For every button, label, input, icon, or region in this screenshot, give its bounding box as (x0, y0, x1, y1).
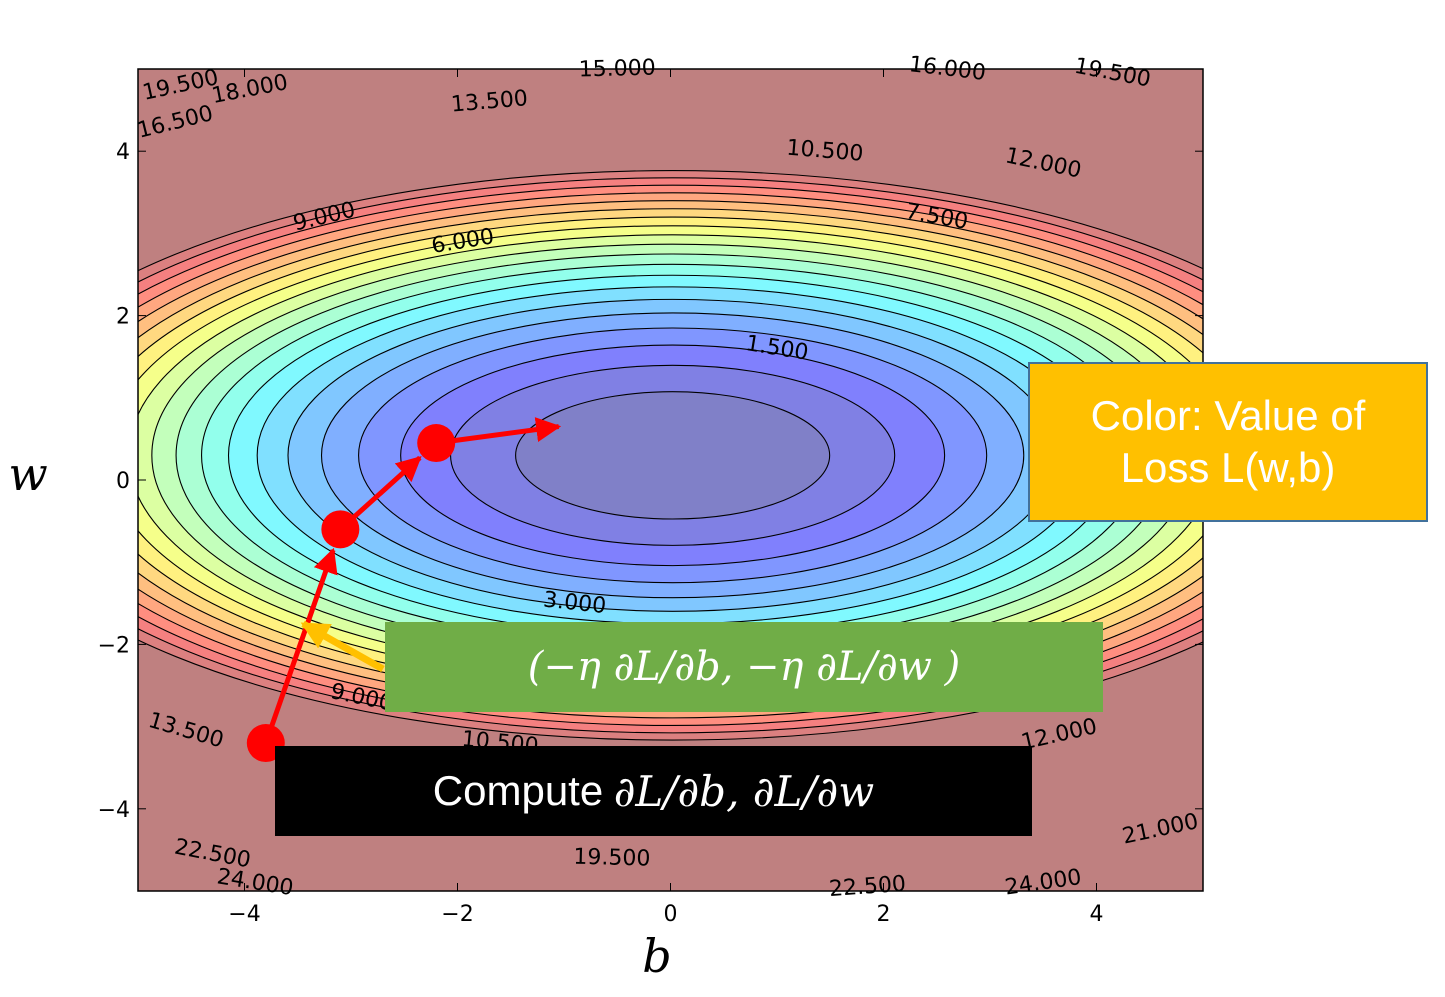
update-step-note: (−η ∂L/∂b, −η ∂L/∂w ) (385, 622, 1103, 712)
x-tick-label: −2 (441, 902, 473, 927)
compute-math: ∂L/∂b, ∂L/∂w (613, 766, 875, 816)
x-tick-label: −4 (228, 902, 260, 927)
contour-line (138, 192, 1203, 719)
y-tick-label: 4 (116, 140, 130, 165)
color-note-line1: Color: Value of (1090, 391, 1366, 439)
x-axis-ticks: −4 −2 0 2 4 (228, 69, 1104, 927)
color-note-line2: Loss L(w,b) (1120, 444, 1336, 491)
y-tick-label: −4 (98, 798, 130, 823)
compute-prefix: Compute (432, 767, 604, 814)
y-tick-label: 2 (116, 305, 130, 330)
contour-line (138, 170, 1203, 741)
y-axis-ticks: 4 2 0 −2 −4 (98, 140, 1203, 823)
highlight-arrow (300, 620, 385, 673)
path-step-arrow (435, 417, 562, 446)
compute-gradient-note: Compute ∂L/∂b, ∂L/∂w (275, 746, 1032, 836)
contour-line (515, 391, 831, 520)
x-axis-label: b (642, 929, 671, 983)
update-step-text: (−η ∂L/∂b, −η ∂L/∂w ) (527, 644, 961, 690)
contour-label: 19.500 (573, 845, 651, 872)
color-legend-note: Color: Value of Loss L(w,b) (1028, 362, 1428, 522)
y-tick-label: −2 (98, 633, 130, 658)
contour-line (320, 312, 1025, 599)
x-tick-label: 4 (1090, 902, 1104, 927)
contour-line (138, 184, 1203, 726)
contour-label: 22.500 (828, 872, 907, 903)
path-point (417, 424, 456, 463)
y-axis-label: w (8, 447, 47, 501)
contour-line (138, 177, 1203, 734)
contour-line (358, 327, 988, 584)
contour-band (515, 391, 830, 520)
x-tick-label: 0 (664, 902, 678, 927)
x-tick-label: 2 (877, 902, 891, 927)
y-tick-label: 0 (116, 469, 130, 494)
highlight-arrow-line (300, 620, 385, 673)
contour-line (400, 344, 946, 567)
path-step-arrow (263, 547, 338, 744)
path-point (321, 510, 360, 549)
